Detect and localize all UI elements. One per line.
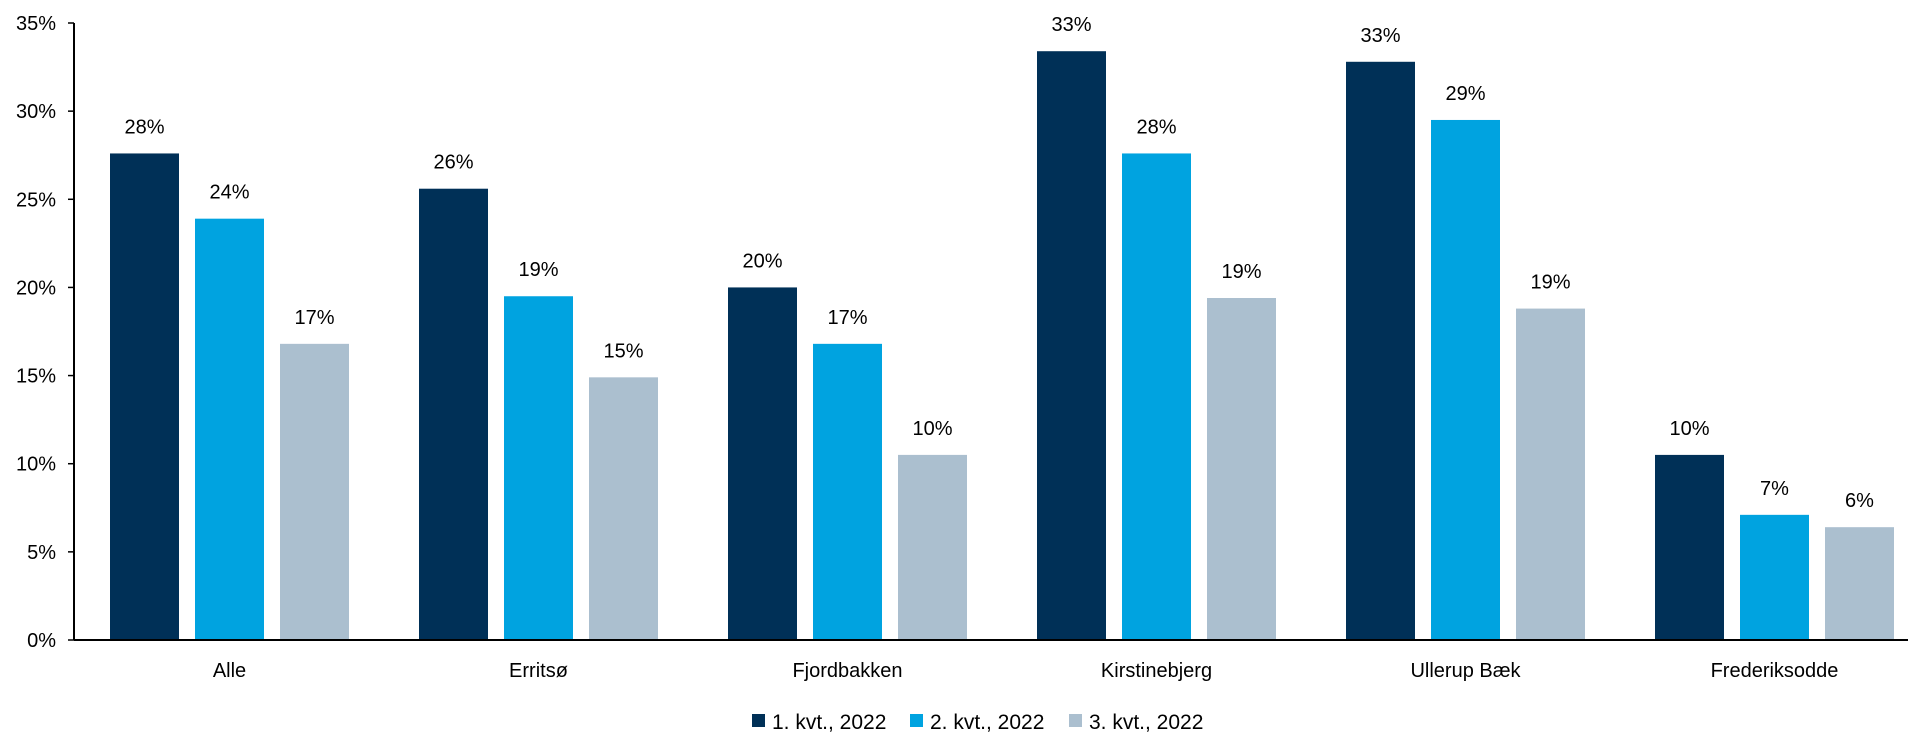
bar-2-2 [504,296,573,640]
bar-2-6 [1740,514,1809,640]
category-label: Ullerup Bæk [1410,660,1521,682]
data-label: 19% [1221,261,1261,283]
data-label: 29% [1445,83,1485,105]
y-tick-label: 35% [16,13,56,35]
data-label: 28% [1136,116,1176,138]
y-tick-label: 5% [27,542,56,564]
bar-1-2 [419,188,488,641]
bar-3-5 [1516,308,1585,640]
y-tick-label: 10% [16,454,56,476]
legend: 1. kvt., 2022 2. kvt., 2022 3. kvt., 2022 [752,711,1203,734]
legend-swatch [910,714,923,727]
data-label: 26% [433,152,473,174]
bars [110,51,1894,641]
data-label: 6% [1845,490,1874,512]
bar-1-4 [1037,51,1106,641]
data-label: 19% [1530,272,1570,294]
y-tick-label: 25% [16,189,56,211]
legend-label: 1. kvt., 2022 [772,711,886,734]
data-label: 10% [912,418,952,440]
bar-3-1 [280,343,349,640]
y-tick-label: 30% [16,101,56,123]
legend-label: 2. kvt., 2022 [930,711,1044,734]
bar-2-4 [1122,153,1191,641]
bar-2-3 [813,343,882,640]
y-tick-label: 15% [16,366,56,388]
data-label: 17% [294,307,334,329]
bar-3-2 [589,377,658,640]
legend-swatch [752,714,765,727]
data-label: 28% [124,116,164,138]
bar-2-5 [1431,119,1500,640]
x-axis-categories: Alle Erritsø Fjordbakken Kirstinebjerg Uller… [213,660,1839,682]
legend-swatch [1069,714,1082,727]
bar-3-6 [1825,527,1894,640]
y-axis-ticks: 0% 5% 10% 15% 20% 25% 30% 35% [16,13,74,652]
bar-1-6 [1655,454,1724,640]
data-label: 19% [518,259,558,281]
y-tick-label: 0% [27,630,56,652]
category-label: Alle [213,660,246,682]
bar-1-3 [728,287,797,640]
data-label: 10% [1669,418,1709,440]
y-tick-label: 20% [16,277,56,299]
category-label: Kirstinebjerg [1101,660,1212,682]
data-label: 15% [603,340,643,362]
bar-3-4 [1207,298,1276,640]
data-label: 33% [1051,14,1091,36]
bar-3-3 [898,454,967,640]
bar-1-1 [110,153,179,641]
category-label: Erritsø [509,660,568,682]
category-label: Fjordbakken [792,660,902,682]
data-label: 24% [209,182,249,204]
bar-2-1 [195,218,264,641]
data-labels: 28% 24% 17% 26% 19% 15% 20% 17% 10% 33% 28% 19% 33% 2… [124,14,1874,512]
data-label: 20% [742,250,782,272]
legend-label: 3. kvt., 2022 [1089,711,1203,734]
data-label: 33% [1360,25,1400,47]
data-label: 7% [1760,478,1789,500]
category-label: Frederiksodde [1711,660,1839,682]
bar-1-5 [1346,61,1415,641]
data-label: 17% [827,307,867,329]
